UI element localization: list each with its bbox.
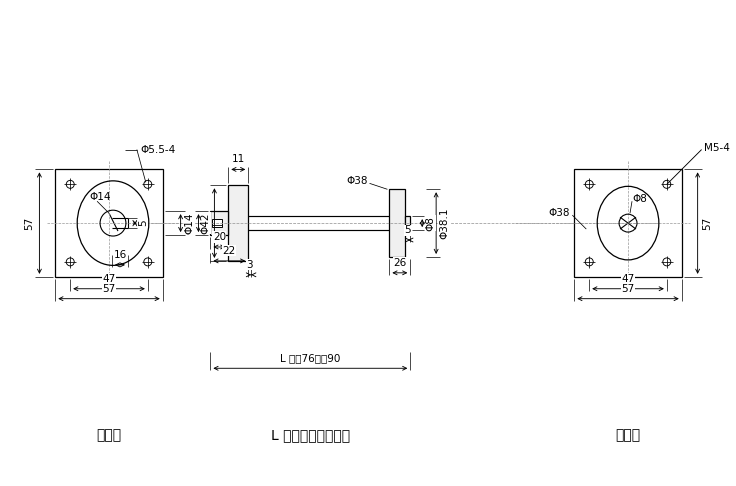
Text: 5: 5	[405, 225, 411, 235]
Text: 5: 5	[138, 220, 148, 226]
Text: 57: 57	[24, 216, 35, 230]
Text: Φ8: Φ8	[425, 216, 435, 230]
Text: Φ14: Φ14	[185, 212, 194, 234]
Text: 输入端: 输入端	[615, 428, 640, 442]
Text: 47: 47	[102, 274, 116, 284]
Text: M5-4: M5-4	[704, 142, 729, 153]
Text: L 一级76二级90: L 一级76二级90	[280, 353, 341, 364]
Text: 16: 16	[113, 250, 127, 260]
Text: 47: 47	[621, 274, 634, 284]
Text: 11: 11	[232, 155, 245, 164]
Text: 3: 3	[247, 260, 253, 270]
Text: Φ8: Φ8	[632, 194, 647, 204]
Text: 26: 26	[393, 258, 406, 268]
Text: Φ14: Φ14	[185, 212, 194, 234]
Text: 20: 20	[213, 232, 226, 242]
Text: Φ5.5-4: Φ5.5-4	[141, 144, 176, 155]
Bar	[55, 170, 163, 277]
Text: 57: 57	[621, 284, 634, 294]
Text: 输出端: 输出端	[96, 428, 121, 442]
Text: L 一级７６二级９０: L 一级７６二级９０	[271, 428, 350, 442]
Text: Φ14: Φ14	[89, 192, 110, 202]
Text: Φ38: Φ38	[346, 176, 367, 186]
Text: Φ38.1: Φ38.1	[439, 208, 449, 239]
Text: Φ38: Φ38	[549, 208, 570, 218]
Bar	[389, 190, 406, 257]
Bar	[228, 185, 248, 261]
Bar	[210, 211, 228, 235]
Text: 57: 57	[703, 216, 712, 230]
Bar	[574, 170, 682, 277]
Text: Φ42: Φ42	[200, 212, 210, 234]
Text: 57: 57	[102, 284, 116, 294]
Bar	[406, 216, 410, 230]
Text: 22: 22	[223, 246, 236, 256]
Bar	[213, 219, 222, 227]
